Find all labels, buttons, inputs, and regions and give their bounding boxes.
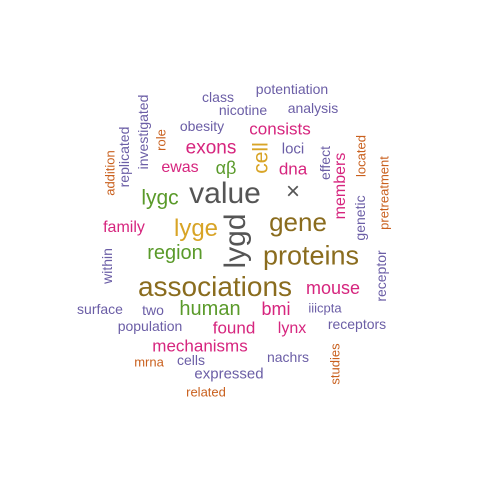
word-multiply-sign: ×: [285, 178, 301, 205]
word-lynx: lynx: [277, 320, 307, 337]
word-population: population: [117, 318, 183, 334]
word-replicated: replicated: [116, 126, 132, 188]
word-region: region: [147, 242, 203, 264]
word-related: related: [186, 384, 226, 400]
word-two: two: [142, 302, 164, 318]
word-receptor: receptor: [373, 250, 389, 302]
word-cells: cells: [176, 352, 206, 368]
word-iiicpta: iiicpta: [308, 300, 342, 316]
word-receptors: receptors: [327, 316, 387, 332]
word-expressed: expressed: [194, 365, 264, 383]
word-investigated: investigated: [135, 94, 151, 170]
word-proteins: proteins: [262, 240, 360, 271]
word-family: family: [103, 219, 145, 236]
word-analysis: analysis: [287, 100, 339, 116]
word-alpha-beta: αβ: [215, 158, 237, 178]
word-cell: cell: [249, 142, 273, 174]
word-potentiation: potentiation: [255, 81, 329, 97]
word-loci: loci: [281, 140, 305, 158]
word-consists: consists: [249, 119, 311, 139]
word-dna: dna: [278, 159, 308, 179]
word-gene: gene: [269, 207, 327, 237]
word-addition: addition: [102, 150, 118, 196]
word-ewas: ewas: [161, 159, 199, 176]
word-lygc: lygc: [141, 186, 179, 210]
word-mechanisms: mechanisms: [152, 336, 248, 356]
word-human: human: [179, 298, 241, 320]
word-effect: effect: [317, 146, 333, 180]
word-lygd: lygd: [219, 213, 252, 269]
word-nachrs: nachrs: [266, 349, 310, 365]
word-mrna: mrna: [134, 354, 164, 370]
word-role: role: [153, 129, 169, 151]
word-lyge: lyge: [173, 215, 219, 242]
word-nicotine: nicotine: [218, 102, 268, 118]
word-bmi: bmi: [261, 299, 291, 319]
word-genetic: genetic: [352, 195, 368, 241]
word-studies: studies: [327, 343, 343, 385]
word-value: value: [189, 177, 261, 210]
word-found: found: [212, 318, 256, 338]
word-surface: surface: [77, 301, 123, 317]
word-members: members: [332, 152, 349, 220]
word-associations: associations: [137, 271, 293, 302]
word-mouse: mouse: [305, 278, 361, 298]
word-pretreatment: pretreatment: [376, 156, 392, 230]
word-obesity: obesity: [179, 118, 225, 134]
word-class: class: [202, 89, 234, 105]
word-within: within: [99, 248, 115, 284]
word-located: located: [353, 135, 369, 177]
word-exons: exons: [185, 137, 237, 159]
